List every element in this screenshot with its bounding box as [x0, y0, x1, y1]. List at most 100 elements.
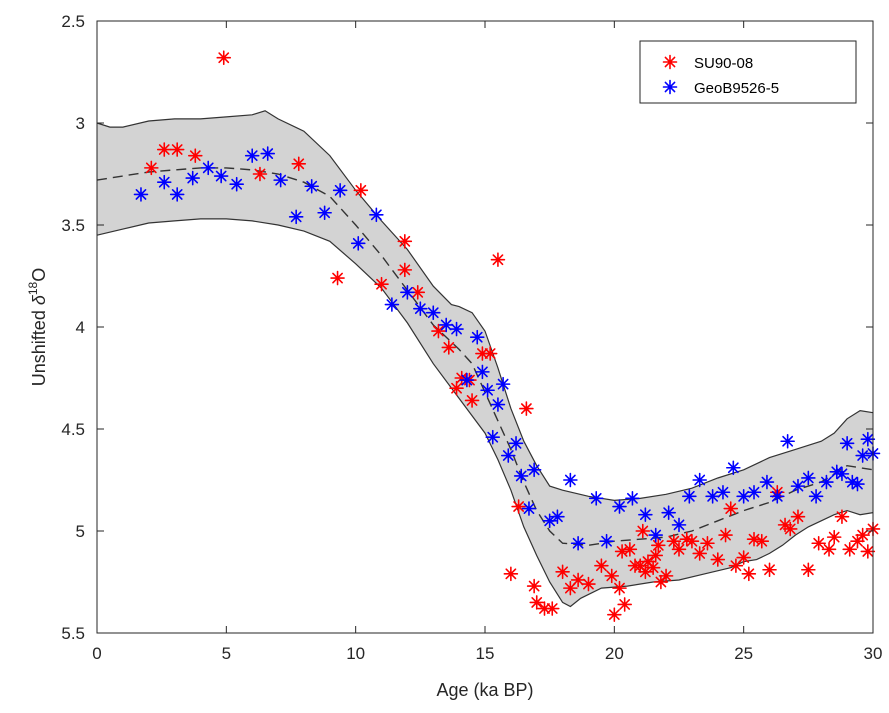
data-point: [736, 550, 751, 565]
data-point: [855, 527, 870, 543]
mean-curve-layer: [96, 167, 874, 547]
data-point: [526, 462, 542, 478]
data-point: [185, 170, 201, 186]
data-point: [511, 499, 526, 514]
legend-box: [639, 40, 857, 104]
data-point: [425, 305, 441, 321]
x-tick-label: 20: [605, 644, 624, 663]
data-point: [384, 297, 400, 312]
legend-star-geob9526-5: [662, 79, 678, 95]
data-point: [692, 472, 707, 488]
axes: 0 5 10 15 20 25 30 2.5 3 3.5 4 4.5 5 5.5: [61, 12, 882, 663]
x-tick-label: 5: [222, 644, 231, 663]
data-point: [288, 209, 304, 225]
data-point: [133, 187, 149, 202]
data-point: [550, 509, 565, 525]
data-point: [845, 474, 860, 490]
data-point: [741, 566, 757, 582]
data-point: [410, 285, 426, 300]
data-point: [834, 509, 850, 525]
data-point: [736, 489, 751, 504]
data-point: [612, 499, 627, 514]
legend: SU90-08 GeoB9526-5: [639, 40, 857, 104]
data-point: [684, 533, 700, 549]
data-point: [671, 542, 687, 557]
data-point: [718, 527, 733, 543]
data-point: [521, 501, 537, 516]
data-point: [544, 601, 560, 616]
data-point: [780, 433, 795, 449]
data-point: [490, 397, 506, 412]
x-tick-label: 10: [346, 644, 365, 663]
data-point: [801, 562, 816, 578]
data-point: [156, 142, 172, 157]
data-point: [599, 533, 614, 549]
data-point: [413, 301, 428, 316]
data-point: [374, 276, 389, 292]
y-tick-label: 5.5: [61, 624, 85, 643]
data-point: [594, 558, 609, 573]
data-point: [169, 187, 185, 202]
data-point: [519, 401, 534, 416]
data-point: [710, 552, 726, 567]
data-point: [617, 597, 632, 612]
mean-dashed-line: [96, 167, 874, 547]
data-point: [397, 262, 413, 278]
data-point: [503, 566, 519, 582]
data-point: [834, 466, 850, 482]
data-point: [464, 393, 480, 408]
data-point: [705, 489, 720, 504]
data-point: [495, 376, 511, 392]
data-point: [555, 564, 570, 580]
y-tick-label: 5: [76, 522, 85, 541]
legend-marker-geob9526-5: [662, 79, 678, 95]
data-point: [304, 178, 319, 194]
data-point: [625, 491, 640, 506]
data-point: [648, 527, 664, 543]
data-point: [829, 464, 845, 480]
data-point: [537, 601, 552, 616]
data-point: [821, 542, 837, 557]
data-points: [133, 50, 881, 622]
x-tick-label: 0: [92, 644, 101, 663]
data-point: [746, 531, 762, 547]
data-point: [441, 340, 457, 355]
data-point: [640, 554, 656, 569]
data-point: [482, 346, 498, 361]
data-point: [480, 382, 495, 398]
data-point: [842, 542, 858, 557]
envelope-lower-line: [96, 218, 874, 608]
data-point: [454, 370, 470, 386]
data-point: [526, 578, 542, 594]
data-point: [759, 474, 775, 490]
data-point: [438, 317, 454, 333]
data-point: [648, 548, 664, 563]
data-point: [635, 523, 651, 539]
data-point: [156, 174, 172, 190]
data-point: [588, 491, 604, 506]
data-point: [570, 535, 586, 551]
x-tick-label: 15: [476, 644, 495, 663]
data-point: [490, 252, 506, 267]
x-axis-label: Age (ka BP): [436, 680, 533, 700]
data-point: [397, 234, 413, 249]
data-point: [612, 580, 627, 596]
data-point: [485, 429, 501, 445]
data-point: [332, 183, 348, 198]
data-point: [790, 478, 806, 494]
data-point: [728, 558, 744, 573]
data-point: [692, 546, 707, 561]
x-tick-label: 25: [734, 644, 753, 663]
data-point: [850, 476, 865, 492]
y-tick-label: 3.5: [61, 216, 85, 235]
data-point: [542, 513, 557, 529]
legend-marker-su90-08: [662, 54, 678, 70]
data-point: [645, 560, 661, 576]
data-point: [801, 470, 816, 486]
x-tick-label: 30: [864, 644, 883, 663]
data-point: [754, 533, 770, 549]
data-point: [291, 156, 307, 172]
data-point: [187, 148, 203, 163]
y-axis-label: Unshifted δ18O: [26, 268, 49, 386]
data-point: [353, 183, 369, 198]
